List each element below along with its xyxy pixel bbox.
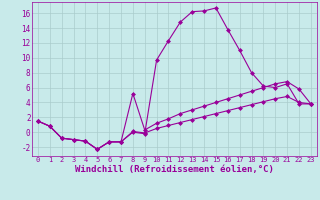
X-axis label: Windchill (Refroidissement éolien,°C): Windchill (Refroidissement éolien,°C) xyxy=(75,165,274,174)
